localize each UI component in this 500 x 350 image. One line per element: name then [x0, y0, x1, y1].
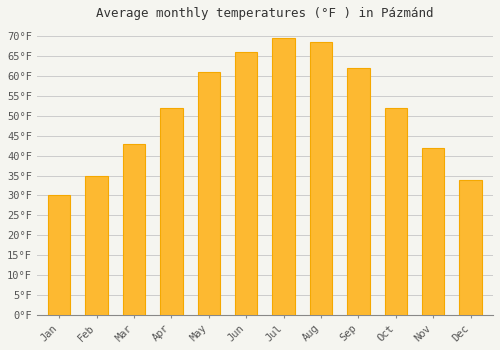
Bar	[48, 196, 70, 315]
Bar	[123, 144, 146, 315]
Bar	[86, 176, 108, 315]
Bar	[422, 148, 444, 315]
Bar	[198, 72, 220, 315]
Bar	[310, 42, 332, 315]
Bar	[347, 68, 370, 315]
Bar	[235, 52, 258, 315]
Bar	[460, 180, 482, 315]
Bar	[160, 108, 182, 315]
Bar	[272, 38, 295, 315]
Title: Average monthly temperatures (°F ) in Pázmánd: Average monthly temperatures (°F ) in Pá…	[96, 7, 434, 20]
Bar	[384, 108, 407, 315]
